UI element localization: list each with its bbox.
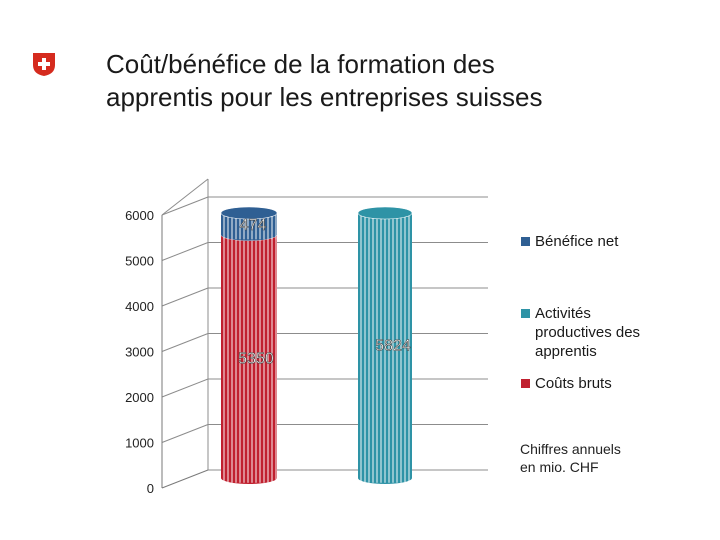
y-tick-label: 2000	[125, 390, 154, 405]
legend-item-couts-bruts: Coûts bruts	[521, 374, 670, 393]
chart-axes	[161, 178, 209, 489]
units-note-line-1: Chiffres annuels	[520, 441, 621, 457]
gridline-side	[161, 424, 209, 443]
slide-title: Coût/bénéfice de la formation des appren…	[106, 48, 666, 114]
y-tick-label: 6000	[125, 208, 154, 223]
bar-benefice-net-top	[220, 206, 278, 220]
slide-title-line-2: apprentis pour les entreprises suisses	[106, 82, 543, 112]
legend-item-benefice-net: Bénéfice net	[521, 232, 670, 251]
legend-label-activites: Activités productives des apprentis	[535, 305, 641, 360]
chart-data-labels: 474 5350 5824	[238, 216, 411, 367]
chart-grid	[161, 196, 488, 471]
bar-activites-productives-top	[357, 206, 413, 220]
y-tick-label: 0	[147, 481, 154, 496]
bar-benefice-net-body	[221, 213, 277, 241]
gridline-side	[161, 378, 209, 398]
bar-benefice-net	[220, 206, 278, 241]
gridline-side	[161, 242, 209, 261]
floor-edge	[161, 469, 209, 489]
slide-title-line-1: Coût/bénéfice de la formation des	[106, 49, 495, 79]
swiss-cross-logo	[33, 53, 55, 76]
legend-label-benefice-net: Bénéfice net	[535, 233, 619, 250]
y-axis-ticks: 0 1000 2000 3000 4000 5000 6000	[125, 208, 154, 496]
data-label-benefice-net: 474	[240, 217, 267, 234]
legend-swatch-activites	[521, 309, 530, 318]
bar-activites-productives	[357, 206, 413, 484]
legend-item-activites: Activités productives des apprentis	[521, 304, 670, 361]
chart-bars	[220, 206, 413, 484]
wall-top-edge	[161, 178, 209, 216]
units-note-line-2: en mio. CHF	[520, 459, 599, 475]
y-tick-label: 5000	[125, 254, 154, 269]
units-note: Chiffres annuels en mio. CHF	[520, 440, 650, 476]
gridline-side	[161, 196, 209, 216]
legend-label-couts-bruts: Coûts bruts	[535, 375, 612, 392]
bar-couts-bruts-body	[221, 234, 277, 484]
y-tick-label: 3000	[125, 345, 154, 360]
gridline-side	[161, 287, 209, 307]
y-tick-label: 1000	[125, 436, 154, 451]
gridline-side	[161, 333, 209, 352]
data-label-activites: 5824	[375, 338, 411, 355]
y-tick-label: 4000	[125, 299, 154, 314]
data-label-couts-bruts: 5350	[238, 350, 274, 367]
legend-swatch-benefice-net	[521, 237, 530, 246]
bar-couts-bruts	[220, 228, 278, 484]
legend-swatch-couts-bruts	[521, 379, 530, 388]
